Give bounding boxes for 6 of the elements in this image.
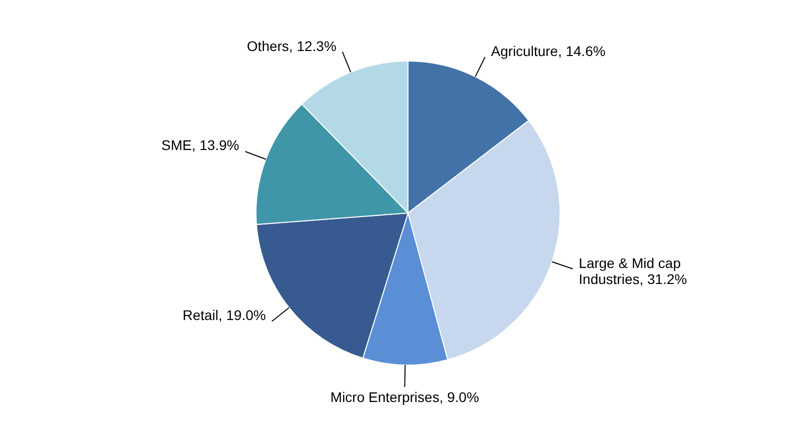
slice-label: Retail, 19.0% bbox=[182, 307, 266, 324]
slice-label: Agriculture, 14.6% bbox=[491, 42, 606, 59]
slice-label: Micro Enterprises, 9.0% bbox=[329, 388, 480, 405]
slice-label: Others, 12.3% bbox=[246, 38, 336, 54]
slice-label: Large & Mid cap Industries, 31.2% bbox=[578, 254, 688, 287]
slice-label: SME, 13.9% bbox=[160, 137, 240, 154]
